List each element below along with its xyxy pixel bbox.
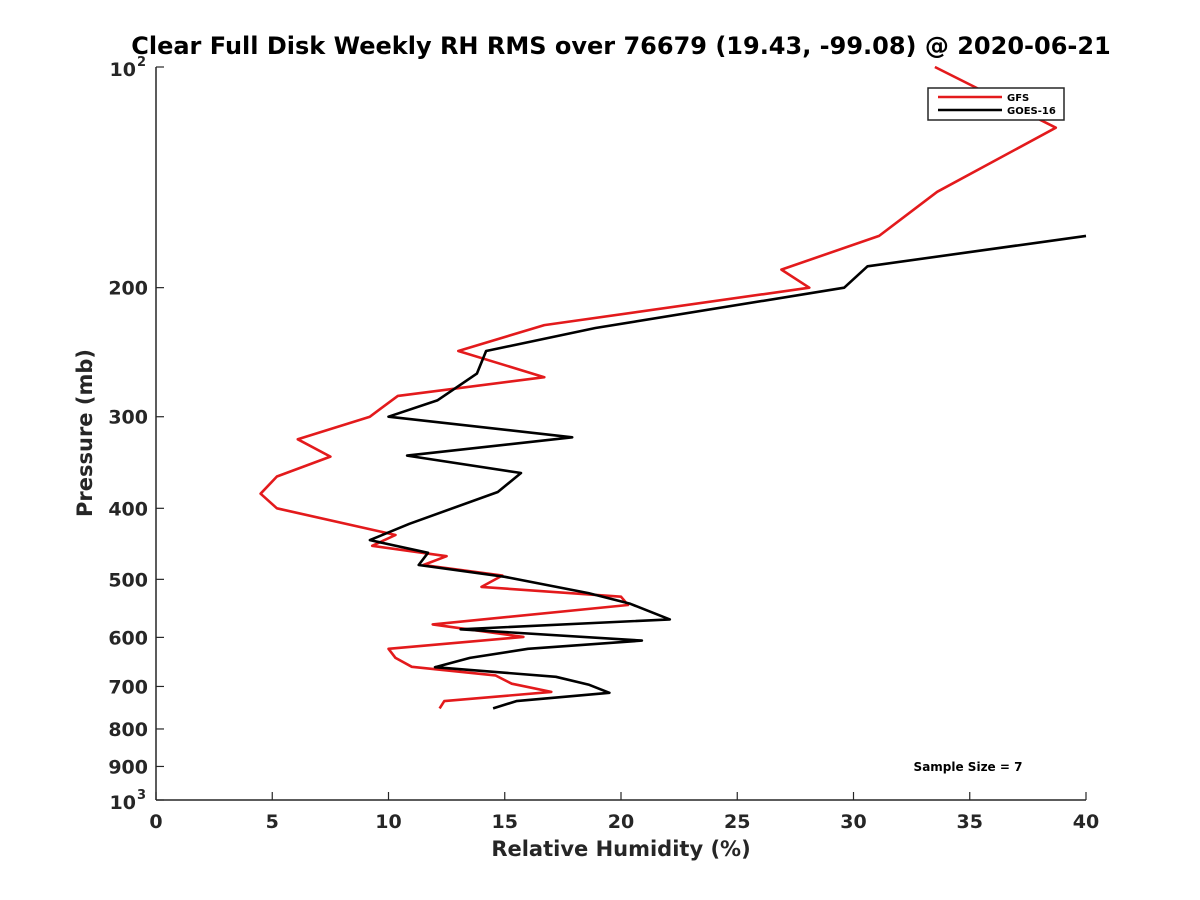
- y-tick-label-base: 10: [110, 59, 136, 81]
- plot-area: 0 5 10 15 20 25 30 35 40 10 220030040050060070080…: [108, 55, 1099, 833]
- series-line-gfs: [259, 65, 1058, 710]
- legend-box: [927, 87, 1065, 121]
- legend-label-gfs: GFS: [1007, 93, 1029, 104]
- y-tick-label: 300: [108, 407, 148, 429]
- y-tick-label: 500: [108, 569, 148, 591]
- x-tick-label: 0: [149, 811, 162, 833]
- y-tick-label: 900: [108, 756, 148, 778]
- x-tick-label: 40: [1073, 811, 1099, 833]
- legend-label-goes-16: GOES-16: [1007, 106, 1056, 117]
- legend: GFS GOES-16: [927, 87, 1065, 121]
- y-tick-label-exponent: 2: [137, 55, 146, 70]
- x-tick-label: 35: [957, 811, 983, 833]
- y-tick-label: 600: [108, 627, 148, 649]
- y-tick-label: 200: [108, 278, 148, 300]
- x-tick-label: 10: [375, 811, 401, 833]
- x-tick-label: 15: [492, 811, 518, 833]
- series-layer: [259, 65, 1087, 710]
- series-line-goes-16: [368, 234, 1087, 710]
- y-tick-label: 400: [108, 498, 148, 520]
- x-tick-label: 5: [266, 811, 279, 833]
- y-tick-label-power: 10 3: [110, 788, 147, 814]
- sample-size-annotation: Sample Size = 7: [914, 760, 1023, 774]
- y-tick-label: 700: [108, 676, 148, 698]
- y-tick-label-exponent: 3: [137, 788, 146, 803]
- x-tick-label: 30: [840, 811, 866, 833]
- y-tick-label-power: 10 2: [110, 55, 147, 81]
- x-axis-ticks: 0 5 10 15 20 25 30 35 40: [149, 792, 1099, 833]
- y-tick-label: 800: [108, 719, 148, 741]
- x-axis-label: Relative Humidity (%): [491, 837, 750, 861]
- x-tick-label: 25: [724, 811, 750, 833]
- x-tick-label: 20: [608, 811, 634, 833]
- y-axis-label: Pressure (mb): [73, 349, 97, 517]
- y-tick-label-base: 10: [110, 792, 136, 814]
- legend-items: GFS GOES-16: [938, 93, 1056, 117]
- chart-title: Clear Full Disk Weekly RH RMS over 76679…: [131, 32, 1111, 60]
